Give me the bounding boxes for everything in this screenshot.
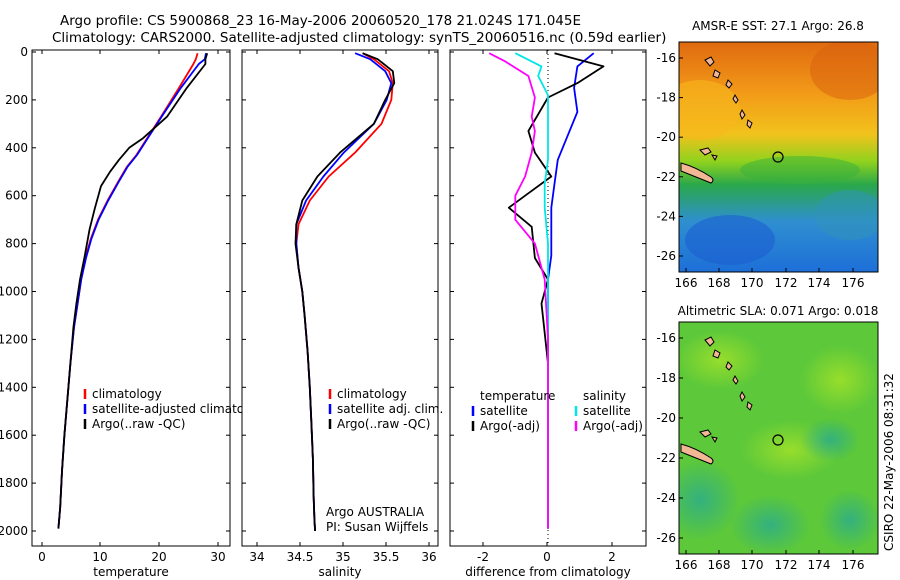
sst-island-vanuatu: [704, 56, 753, 129]
csiro-timestamp-label: CSIRO 22-May-2006 08:31:32: [882, 373, 896, 551]
series-line-2: [514, 52, 549, 529]
map-y-tick-label: -20: [656, 411, 676, 425]
legend-entry: satellite-adjusted climatology: [92, 402, 270, 416]
salinity-plot: 34 34.5 35 35.5 36 salinity climatologysatelli…: [241, 49, 443, 579]
x-tick-label: 34: [249, 550, 264, 564]
legend-entry: satellite: [583, 404, 631, 418]
series-line-3: [488, 52, 549, 529]
y-tick-label: 200: [5, 93, 28, 107]
map-x-tick-label: 166: [675, 558, 698, 572]
y-tick-label: 2000: [0, 524, 28, 538]
series-line-2: [57, 52, 209, 529]
legend-entry: Argo(-adj): [480, 419, 540, 433]
map-y-tick-label: -16: [656, 51, 676, 65]
sla-argo-location-marker: [772, 434, 784, 446]
map-x-tick-label: 176: [842, 558, 865, 572]
legend-entry: climatology: [92, 387, 162, 401]
y-tick-label: 1200: [0, 332, 28, 346]
sst-island-nc: [680, 162, 714, 184]
map-y-tick-label: -20: [656, 130, 676, 144]
header-line-1: Argo profile: CS 5900868_23 16-May-2006 …: [60, 13, 581, 29]
x-tick-label: 34.5: [287, 550, 314, 564]
map-y-tick-label: -18: [656, 91, 676, 105]
sla-island-nc: [680, 443, 714, 465]
map-x-tick-label: 174: [808, 276, 831, 290]
y-tick-label: 0: [20, 45, 28, 59]
legend-entry: Argo(..raw -QC): [92, 417, 185, 431]
y-tick-label: 1000: [0, 285, 28, 299]
y-tick-label: 400: [5, 141, 28, 155]
sst-map: AMSR-E SST: 27.1 Argo: 26.8 166 168 170 172…: [656, 19, 879, 290]
x-axis-label: salinity: [318, 565, 361, 579]
y-tick-label: 600: [5, 189, 28, 203]
y-tick-label: 1800: [0, 476, 28, 490]
map-x-tick-label: 172: [775, 558, 798, 572]
sla-map-title: Altimetric SLA: 0.071 Argo: 0.018: [678, 304, 879, 318]
sst-argo-location-marker: [772, 151, 784, 163]
x-tick-label: 10: [92, 550, 107, 564]
legend-entry: satellite: [480, 404, 528, 418]
x-tick-label: 0: [38, 550, 46, 564]
x-tick-label: 20: [151, 550, 166, 564]
legend-entry: Argo(-adj): [583, 419, 643, 433]
legend-title-temperature: temperature: [480, 389, 555, 403]
x-tick-label: 35: [335, 550, 350, 564]
pi-name-label: PI: Susan Wijffels: [326, 520, 428, 534]
x-axis-label: difference from climatology: [465, 565, 631, 579]
map-x-tick-label: 172: [775, 276, 798, 290]
sst-map-title: AMSR-E SST: 27.1 Argo: 26.8: [692, 19, 864, 33]
legend-title-salinity: salinity: [583, 389, 626, 403]
series-line-1: [507, 52, 605, 529]
argo-country-label: Argo AUSTRALIA: [326, 505, 425, 519]
map-y-tick-label: -26: [656, 249, 676, 263]
map-y-tick-label: -22: [656, 170, 676, 184]
map-y-tick-label: -16: [656, 331, 676, 345]
x-tick-label: -2: [477, 550, 489, 564]
map-x-tick-label: 170: [741, 558, 764, 572]
x-tick-label: 35.5: [373, 550, 400, 564]
plot-frame: [31, 49, 231, 547]
header-line-2: Climatology: CARS2000. Satellite-adjuste…: [52, 30, 666, 46]
sla-island-vanuatu: [704, 336, 753, 411]
map-x-tick-label: 166: [675, 276, 698, 290]
x-axis-label: temperature: [93, 565, 168, 579]
x-tick-label: 36: [421, 550, 436, 564]
map-y-tick-label: -24: [656, 209, 676, 223]
y-tick-label: 800: [5, 237, 28, 251]
map-y-tick-label: -22: [656, 451, 676, 465]
series-line-2: [294, 52, 396, 532]
x-tick-label: 2: [608, 550, 616, 564]
map-x-tick-label: 176: [842, 276, 865, 290]
legend-entry: satellite adj. clim.: [337, 402, 443, 416]
sla-map: Altimetric SLA: 0.071 Argo: 0.018 166 168…: [656, 304, 879, 572]
x-tick-label: 30: [210, 550, 225, 564]
y-tick-label: 1600: [0, 428, 28, 442]
map-x-tick-label: 168: [708, 558, 731, 572]
map-y-tick-label: -26: [656, 531, 676, 545]
x-tick-label: 0: [543, 550, 551, 564]
map-y-tick-label: -18: [656, 371, 676, 385]
y-tick-label: 1400: [0, 380, 28, 394]
legend-entry: Argo(..raw -QC): [337, 417, 430, 431]
plot-frame: [241, 49, 439, 547]
map-x-tick-label: 174: [808, 558, 831, 572]
map-x-tick-label: 168: [708, 276, 731, 290]
map-x-tick-label: 170: [741, 276, 764, 290]
map-y-tick-label: -24: [656, 491, 676, 505]
legend-entry: climatology: [337, 387, 407, 401]
temperature-plot: 0 200 400 600 800 1000 1200 1400 1600 1800 2000 0 10…: [0, 45, 270, 579]
